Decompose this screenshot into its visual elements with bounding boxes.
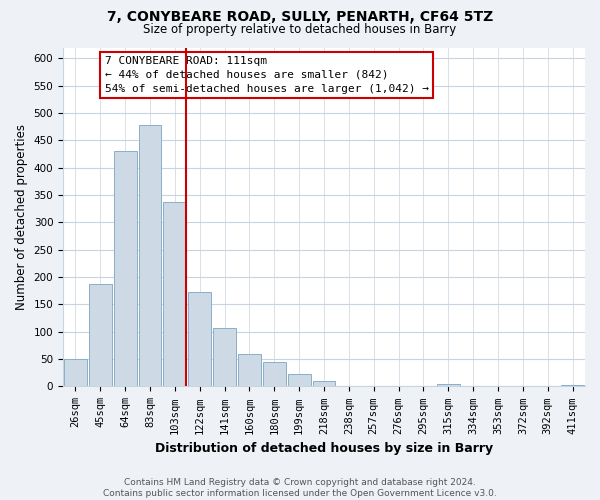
Bar xyxy=(213,328,236,386)
Bar xyxy=(313,381,335,386)
X-axis label: Distribution of detached houses by size in Barry: Distribution of detached houses by size … xyxy=(155,442,493,455)
Bar xyxy=(288,374,311,386)
Text: Size of property relative to detached houses in Barry: Size of property relative to detached ho… xyxy=(143,22,457,36)
Bar xyxy=(561,385,584,386)
Bar xyxy=(238,354,261,386)
Y-axis label: Number of detached properties: Number of detached properties xyxy=(15,124,28,310)
Bar xyxy=(163,202,187,386)
Text: Contains HM Land Registry data © Crown copyright and database right 2024.
Contai: Contains HM Land Registry data © Crown c… xyxy=(103,478,497,498)
Bar xyxy=(188,292,211,386)
Bar xyxy=(263,362,286,386)
Text: 7, CONYBEARE ROAD, SULLY, PENARTH, CF64 5TZ: 7, CONYBEARE ROAD, SULLY, PENARTH, CF64 … xyxy=(107,10,493,24)
Text: 7 CONYBEARE ROAD: 111sqm
← 44% of detached houses are smaller (842)
54% of semi-: 7 CONYBEARE ROAD: 111sqm ← 44% of detach… xyxy=(105,56,429,94)
Bar xyxy=(139,125,161,386)
Bar xyxy=(89,284,112,386)
Bar xyxy=(64,359,87,386)
Bar xyxy=(114,152,137,386)
Bar xyxy=(437,384,460,386)
